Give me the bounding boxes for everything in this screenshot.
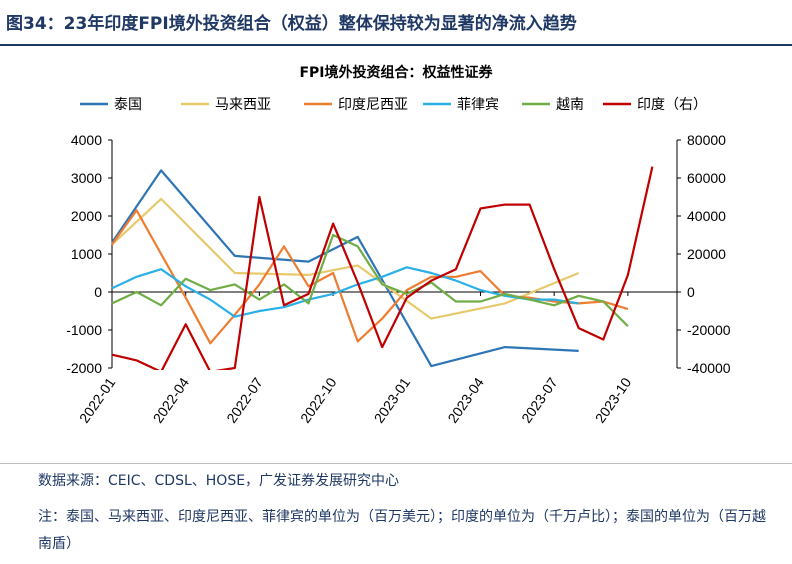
series-line	[111, 233, 629, 327]
left-axis-tick-label: 3000	[71, 170, 102, 186]
series-line	[111, 169, 579, 368]
right-axis-tick-label: 60000	[687, 170, 726, 186]
right-axis-tick-label: 0	[687, 284, 695, 300]
series-line	[111, 209, 629, 345]
left-axis-tick-label: 2000	[71, 208, 102, 224]
x-axis-tick-label: 2023-10	[592, 374, 635, 425]
left-axis-tick-label: 1000	[71, 246, 102, 262]
x-axis-tick-label: 2023-04	[444, 374, 487, 425]
x-axis-tick-label: 2022-04	[150, 374, 193, 425]
title-underline	[0, 44, 792, 46]
right-axis-tick-label: -20000	[687, 322, 731, 338]
left-axis-tick-label: 4000	[71, 132, 102, 148]
x-axis-tick-label: 2022-01	[76, 374, 119, 425]
right-axis-tick-label: 20000	[687, 246, 726, 262]
right-axis-tick-label: -40000	[687, 360, 731, 376]
data-source: 数据来源：CEIC、CDSL、HOSE，广发证券发展研究中心	[38, 473, 400, 489]
left-axis-tick-label: -2000	[66, 360, 102, 376]
legend-label: 马来西亚	[215, 97, 271, 113]
footnote: 注：泰国、马来西亚、印度尼西亚、菲律宾的单位为（百万美元）；印度的单位为（千万卢…	[38, 509, 766, 552]
legend-label: 菲律宾	[457, 97, 499, 113]
series-line	[111, 166, 654, 370]
legend-label: 泰国	[114, 97, 142, 113]
right-axis-tick-label: 80000	[687, 132, 726, 148]
legend-label: 印度尼西亚	[338, 97, 408, 113]
figure-title: 图34：23年印度FPI境外投资组合（权益）整体保持较为显著的净流入趋势	[6, 14, 577, 34]
x-axis-tick-label: 2022-07	[223, 374, 266, 425]
chart-series	[111, 166, 654, 370]
right-axis-tick-label: 40000	[687, 208, 726, 224]
line-chart: FPI境外投资组合：权益性证券 泰国 马来西亚 印度尼西亚 菲律宾 越南 印度（右） -2…	[66, 64, 731, 426]
chart-title: FPI境外投资组合：权益性证券	[299, 64, 493, 81]
footer-divider	[0, 463, 792, 464]
x-axis-tick-label: 2022-10	[297, 374, 340, 425]
chart-legend: 泰国 马来西亚 印度尼西亚 菲律宾 越南 印度（右）	[80, 97, 707, 113]
left-axis-tick-label: 0	[94, 284, 102, 300]
legend-label: 印度（右）	[637, 97, 707, 113]
x-axis-tick-label: 2023-07	[518, 374, 561, 425]
legend-label: 越南	[556, 97, 584, 113]
left-axis-tick-label: -1000	[66, 322, 102, 338]
x-axis-tick-label: 2023-01	[371, 374, 414, 425]
series-line	[111, 197, 580, 320]
